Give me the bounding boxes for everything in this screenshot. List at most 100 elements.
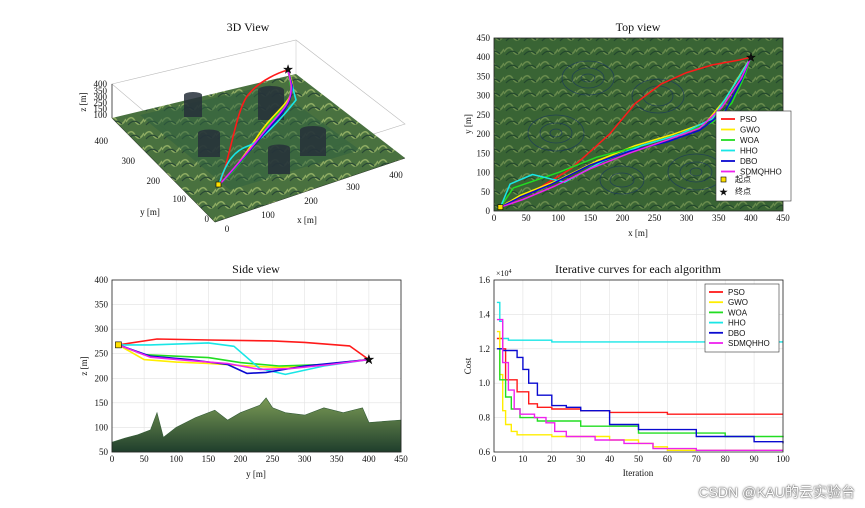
svg-text:350: 350 — [94, 86, 108, 96]
top-ytick-9: 450 — [477, 33, 491, 43]
svg-text:400: 400 — [95, 136, 109, 146]
legend-label-woa: WOA — [728, 308, 748, 317]
ylabel-side: z [m] — [79, 356, 89, 375]
legend-label-dbo: DBO — [740, 157, 757, 166]
top-ytick-4: 200 — [477, 129, 491, 139]
top-xtick-1: 50 — [522, 213, 532, 223]
side-ytick-3: 200 — [95, 373, 109, 383]
start-marker-side — [115, 341, 122, 349]
conv-ytick-0: 0.6 — [479, 447, 491, 457]
legend-start-marker — [720, 176, 727, 183]
conv-xtick-9: 90 — [750, 454, 760, 464]
svg-text:100: 100 — [261, 210, 275, 220]
side-xtick-9: 450 — [394, 454, 408, 464]
conv-xtick-10: 100 — [776, 454, 790, 464]
top-xtick-4: 200 — [616, 213, 630, 223]
side-xtick-3: 150 — [202, 454, 216, 464]
svg-text:100: 100 — [173, 194, 187, 204]
title-side: Side view — [232, 262, 280, 276]
z-axis-3d: 400 350 300 250 150 100 z [m] — [78, 79, 113, 120]
side-ticks: 0 50 100 150 200 250 300 350 400 4505010015020025… — [95, 275, 409, 464]
conv-ytick-3: 1.2 — [479, 344, 490, 354]
svg-text:0: 0 — [225, 224, 230, 234]
conv-series — [496, 301, 784, 451]
legend-start-label: 起点 — [735, 175, 751, 184]
side-series: ★ — [115, 338, 375, 376]
conv-xtick-4: 40 — [605, 454, 615, 464]
xlabel-side: y [m] — [246, 469, 266, 479]
side-ytick-1: 100 — [95, 422, 109, 432]
svg-text:300: 300 — [346, 182, 360, 192]
side-ytick-6: 350 — [95, 300, 109, 310]
svg-text:0: 0 — [205, 214, 210, 224]
top-ytick-3: 150 — [477, 148, 491, 158]
ylabel-top: y [m] — [463, 114, 473, 134]
side-ytick-4: 250 — [95, 349, 109, 359]
panel-top-view: Top view ★ 0 50 100 150 200 250 300 350 400 450 0 5… — [463, 20, 792, 238]
svg-text:150: 150 — [94, 104, 108, 114]
watermark: CSDN @KAU的云实验台 — [698, 484, 855, 500]
top-xtick-9: 450 — [776, 213, 790, 223]
legend-label-hho: HHO — [728, 319, 746, 328]
conv-xtick-3: 30 — [576, 454, 586, 464]
ylabel-conv: Cost — [463, 357, 473, 374]
xlabel-3d: x [m] — [297, 215, 317, 225]
conv-series-sdmqhho — [496, 318, 783, 451]
top-xtick-2: 100 — [551, 213, 565, 223]
conv-series-hho — [496, 301, 783, 343]
zlabel-3d: z [m] — [78, 92, 88, 111]
conv-exponent: ×104 — [496, 269, 512, 278]
top-ytick-2: 100 — [477, 168, 491, 178]
start-marker-top — [497, 204, 504, 210]
top-xtick-6: 300 — [680, 213, 694, 223]
top-xtick-5: 250 — [648, 213, 662, 223]
svg-text:400: 400 — [389, 170, 403, 180]
x-axis-3d: 0 100 200 300 400 x [m] — [225, 170, 404, 234]
xlabel-conv: Iteration — [623, 468, 654, 478]
conv-ytick-5: 1.6 — [479, 275, 491, 285]
side-ytick-2: 150 — [95, 398, 109, 408]
conv-xtick-0: 0 — [492, 454, 497, 464]
svg-text:200: 200 — [147, 176, 161, 186]
side-xtick-2: 100 — [169, 454, 183, 464]
conv-ytick-2: 1.0 — [479, 378, 491, 388]
side-ytick-5: 300 — [95, 324, 109, 334]
start-marker-3d — [215, 181, 222, 188]
title-top: Top view — [616, 20, 661, 34]
end-marker-top: ★ — [746, 52, 756, 64]
side-series-hho — [118, 342, 370, 376]
side-xtick-8: 400 — [362, 454, 376, 464]
side-xtick-0: 0 — [110, 454, 115, 464]
side-series-sdmqhho — [118, 344, 370, 371]
conv-xtick-2: 20 — [547, 454, 557, 464]
top-series-sdmqhho — [500, 56, 752, 208]
top-xtick-0: 0 — [492, 213, 497, 223]
end-marker-side: ★ — [364, 353, 375, 367]
conv-ytick-1: 0.8 — [479, 413, 491, 423]
panel-side-view: Side view ★ 0 50 100 150 200 250 300 350 400 4505… — [79, 262, 408, 479]
xlabel-top: x [m] — [628, 228, 648, 238]
legend-end-marker: ★ — [719, 187, 727, 197]
side-xtick-7: 350 — [330, 454, 344, 464]
legend-label-hho: HHO — [740, 147, 758, 156]
svg-text:100: 100 — [94, 110, 108, 120]
top-ytick-8: 400 — [477, 52, 491, 62]
svg-text:300: 300 — [94, 92, 108, 102]
side-terrain — [111, 397, 402, 453]
top-ytick-1: 50 — [481, 187, 491, 197]
top-ticks: 0 50 100 150 200 250 300 350 400 450 0 50 100 150 200 2… — [477, 33, 791, 223]
side-ytick-7: 400 — [95, 275, 109, 285]
paths-3d — [218, 69, 297, 186]
conv-xtick-8: 80 — [721, 454, 731, 464]
side-xtick-6: 300 — [298, 454, 312, 464]
legend-label-woa: WOA — [740, 136, 760, 145]
conv-ticks: 0 10 20 30 40 50 60 70 80 90 100 0.6 0.8 1.0 1.2 1.4 1.6 — [479, 275, 791, 464]
top-xtick-7: 350 — [712, 213, 726, 223]
conv-ytick-4: 1.4 — [479, 309, 491, 319]
top-ytick-5: 250 — [477, 110, 491, 120]
conv-xtick-6: 60 — [663, 454, 673, 464]
side-xtick-4: 200 — [234, 454, 248, 464]
side-xtick-1: 50 — [140, 454, 150, 464]
